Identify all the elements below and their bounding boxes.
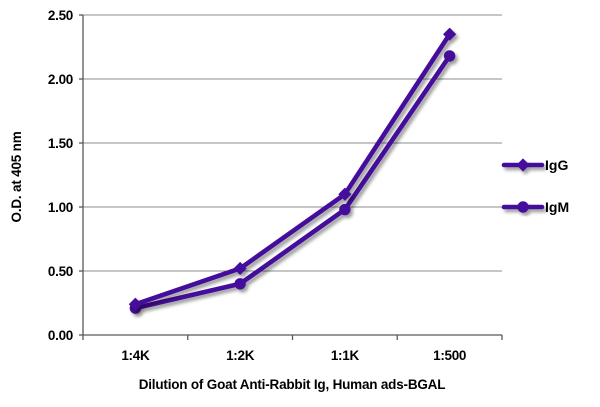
data-series bbox=[128, 27, 457, 314]
legend-key-IgG bbox=[501, 158, 545, 172]
legend-marker-IgG bbox=[516, 158, 530, 172]
series-line-IgM bbox=[133, 53, 452, 311]
x-axis-tick-labels: 1:4K 1:2K 1:1K 1:500 bbox=[121, 348, 466, 363]
marker-IgM bbox=[234, 278, 246, 290]
series-line-IgG bbox=[133, 31, 452, 307]
legend-item-IgG: IgG bbox=[501, 157, 568, 173]
y-axis-tick-labels: 0.00 0.50 1.00 1.50 2.00 2.50 bbox=[48, 8, 73, 343]
legend: IgG IgM bbox=[501, 157, 569, 215]
y-tick-label: 1.00 bbox=[48, 200, 73, 215]
marker-IgM bbox=[339, 203, 351, 216]
legend-item-IgM: IgM bbox=[501, 199, 569, 215]
series-IgG bbox=[128, 27, 457, 311]
y-axis-title: O.D. at 405 nm bbox=[9, 131, 24, 222]
legend-key-IgM bbox=[501, 201, 545, 213]
y-tick-label: 0.00 bbox=[48, 328, 73, 343]
y-tick-label: 2.00 bbox=[48, 72, 73, 87]
y-tick-label: 0.50 bbox=[48, 264, 73, 279]
y-tick-label: 1.50 bbox=[48, 136, 73, 151]
marker-IgG bbox=[233, 261, 247, 276]
marker-IgG bbox=[338, 187, 352, 201]
marker-IgG bbox=[443, 27, 457, 41]
legend-marker-IgM bbox=[517, 201, 529, 213]
x-tick-label: 1:4K bbox=[121, 348, 150, 363]
marker-IgM bbox=[443, 50, 456, 62]
legend-label-IgM: IgM bbox=[545, 199, 569, 215]
x-axis-title: Dilution of Goat Anti-Rabbit Ig, Human a… bbox=[139, 377, 446, 392]
series-IgM bbox=[129, 50, 456, 314]
y-tick-label: 2.50 bbox=[48, 8, 73, 23]
marker-IgG bbox=[128, 297, 142, 311]
x-tick-label: 1:2K bbox=[226, 348, 255, 363]
axes bbox=[79, 14, 503, 340]
legend-label-IgG: IgG bbox=[545, 157, 568, 173]
x-tick-label: 1:500 bbox=[433, 348, 466, 363]
x-tick-label: 1:1K bbox=[331, 348, 360, 363]
